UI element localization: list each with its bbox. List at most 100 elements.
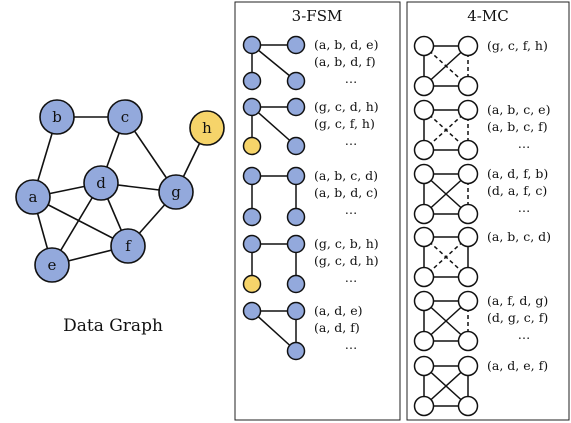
fsm-embedding: (g, c, f, h) bbox=[314, 116, 375, 131]
fsm-pattern-node bbox=[242, 71, 262, 91]
fsm-pattern-node bbox=[286, 341, 306, 361]
mc-title: 4-MC bbox=[467, 7, 508, 25]
mc-pattern-node bbox=[413, 203, 435, 225]
fsm-panel-border bbox=[234, 1, 401, 421]
fsm-panel: 3-FSM (a, b, d, e) (a, b, d, f) … (g, c, d,… bbox=[234, 1, 401, 421]
mc-embedding: (a, b, c, d) bbox=[487, 229, 551, 244]
fsm-pattern-node bbox=[242, 274, 262, 294]
fsm-ellipsis: … bbox=[345, 133, 358, 148]
node-c-circle bbox=[107, 99, 143, 135]
fsm-pattern-edge bbox=[251, 106, 297, 147]
mc-pattern-node bbox=[413, 139, 435, 161]
mc-embedding: (g, c, f, h) bbox=[487, 38, 548, 53]
mc-pattern-node bbox=[413, 355, 435, 377]
node-f-label: f bbox=[125, 237, 132, 255]
node-g: g bbox=[158, 174, 194, 210]
fsm-embedding: (a, b, d, f) bbox=[314, 54, 376, 69]
mc-pattern-mc3: (a, d, f, b) (d, a, f, c) … bbox=[413, 163, 548, 225]
node-a-label: a bbox=[29, 188, 38, 206]
node-d: d bbox=[83, 165, 119, 201]
fsm-pattern-two-paths: (a, b, c, d)(a, b, d, c)… bbox=[242, 166, 378, 227]
mc-pattern-node bbox=[413, 75, 435, 97]
data-graph: a b c d e f g h Data Graph bbox=[15, 99, 225, 336]
node-c-label: c bbox=[121, 108, 129, 126]
fsm-embedding: (a, b, d, e) bbox=[314, 37, 378, 52]
fsm-ellipsis: … bbox=[345, 202, 358, 217]
mc-ellipsis: … bbox=[518, 200, 531, 215]
node-b: b bbox=[39, 99, 75, 135]
fsm-embedding: (a, d, f) bbox=[314, 320, 360, 335]
mc-pattern-node bbox=[457, 203, 479, 225]
mc-pattern-mc4: (a, b, c, d) bbox=[413, 226, 551, 288]
mc-embedding: (d, g, c, f) bbox=[487, 310, 548, 325]
fsm-pattern-node bbox=[242, 207, 262, 227]
node-d-label: d bbox=[96, 174, 106, 192]
mc-ellipsis: … bbox=[518, 327, 531, 342]
mc-pattern-mc5: (a, f, d, g) (d, g, c, f) … bbox=[413, 290, 548, 352]
fsm-pattern-node bbox=[286, 97, 306, 117]
fsm-ellipsis: … bbox=[345, 71, 358, 86]
node-d-circle bbox=[83, 165, 119, 201]
fsm-pattern-node bbox=[286, 71, 306, 91]
node-e: e bbox=[34, 247, 70, 283]
mc-pattern-node bbox=[457, 99, 479, 121]
fsm-pattern-node bbox=[286, 301, 306, 321]
mc-pattern-node bbox=[457, 355, 479, 377]
fsm-pattern-node bbox=[286, 274, 306, 294]
mc-pattern-node bbox=[413, 163, 435, 185]
node-b-circle bbox=[39, 99, 75, 135]
fsm-pattern-node bbox=[286, 166, 306, 186]
node-g-label: g bbox=[171, 183, 181, 201]
mc-embedding: (a, d, e, f) bbox=[487, 358, 548, 373]
fsm-pattern-node bbox=[286, 35, 306, 55]
mc-embedding: (a, f, d, g) bbox=[487, 293, 548, 308]
fsm-pattern-node bbox=[242, 136, 262, 156]
fsm-pattern-node bbox=[242, 301, 262, 321]
mc-pattern-node bbox=[413, 395, 435, 417]
mc-pattern-node bbox=[457, 290, 479, 312]
fsm-pattern-star: (a, b, d, e) (a, b, d, f) … bbox=[242, 35, 378, 91]
mc-embedding: (d, a, f, c) bbox=[487, 183, 547, 198]
fsm-title: 3-FSM bbox=[292, 7, 343, 25]
node-a-circle bbox=[15, 179, 51, 215]
mc-embedding: (a, b, c, e) bbox=[487, 102, 550, 117]
mc-pattern-node bbox=[457, 226, 479, 248]
mc-pattern-mc6: (a, d, e, f) bbox=[413, 355, 548, 417]
mc-pattern-node bbox=[413, 290, 435, 312]
fsm-pattern-node bbox=[286, 207, 306, 227]
mc-pattern-node bbox=[413, 35, 435, 57]
fsm-embedding: (g, c, d, h) bbox=[314, 99, 379, 114]
node-f-circle bbox=[110, 228, 146, 264]
mc-embedding: (a, d, f, b) bbox=[487, 166, 548, 181]
mc-pattern-mc2: (a, b, c, e)(a, b, c, f)… bbox=[413, 99, 550, 161]
mc-embedding: (a, b, c, f) bbox=[487, 119, 548, 134]
mc-pattern-mc1: (g, c, f, h) bbox=[413, 35, 548, 97]
mc-pattern-node bbox=[457, 163, 479, 185]
node-e-circle bbox=[34, 247, 70, 283]
mc-pattern-node bbox=[457, 35, 479, 57]
mc-pattern-node bbox=[457, 330, 479, 352]
mc-pattern-node bbox=[457, 139, 479, 161]
node-c: c bbox=[107, 99, 143, 135]
fsm-embedding: (a, b, c, d) bbox=[314, 168, 378, 183]
data-graph-label: Data Graph bbox=[63, 316, 163, 336]
mc-pattern-node bbox=[413, 330, 435, 352]
mc-pattern-node bbox=[457, 75, 479, 97]
node-h-label: h bbox=[202, 119, 212, 137]
edge-a-f bbox=[32, 196, 129, 247]
mc-pattern-node bbox=[457, 266, 479, 288]
fsm-pattern-node bbox=[242, 97, 262, 117]
fsm-pattern-two-paths-yellow: (g, c, b, h)(g, c, d, h)… bbox=[242, 234, 379, 294]
mc-panel-border bbox=[406, 1, 570, 421]
node-g-circle bbox=[158, 174, 194, 210]
fsm-embedding: (a, d, e) bbox=[314, 303, 363, 318]
mc-pattern-node bbox=[413, 99, 435, 121]
node-f: f bbox=[110, 228, 146, 264]
node-e-label: e bbox=[48, 256, 57, 274]
fsm-pattern-node bbox=[286, 136, 306, 156]
mc-panel: 4-MC (g, c, f, h) (a, b, c, e) (a, b, c, f… bbox=[406, 1, 570, 421]
fsm-pattern-edge bbox=[251, 44, 297, 82]
node-h-circle bbox=[189, 110, 225, 146]
fsm-pattern-node bbox=[242, 35, 262, 55]
